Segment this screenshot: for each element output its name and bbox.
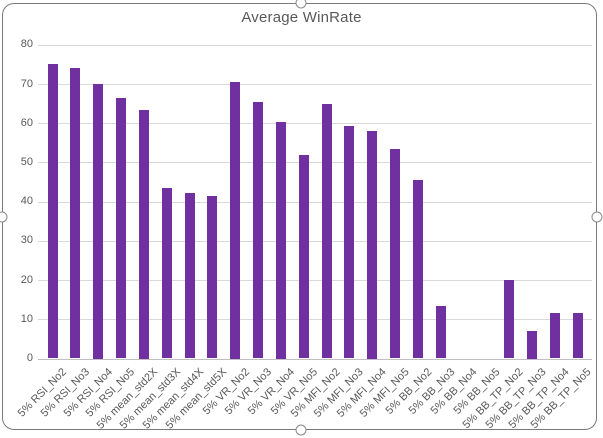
resize-handle-right[interactable] bbox=[591, 211, 603, 223]
bar[interactable] bbox=[572, 313, 583, 359]
y-tick-label: 60 bbox=[20, 116, 33, 129]
gridline-y-0 bbox=[38, 358, 592, 360]
bar[interactable] bbox=[161, 187, 172, 359]
y-tick-label: 20 bbox=[20, 273, 33, 286]
bar[interactable] bbox=[275, 122, 286, 359]
y-tick-label: 80 bbox=[20, 38, 33, 51]
y-tick-label: 0 bbox=[26, 352, 33, 364]
chart-title[interactable]: Average WinRate bbox=[241, 9, 362, 26]
bar[interactable] bbox=[184, 192, 195, 359]
bar[interactable] bbox=[435, 305, 446, 359]
bar[interactable] bbox=[207, 195, 218, 359]
gridline-y-80 bbox=[38, 44, 592, 46]
bar[interactable] bbox=[504, 280, 515, 359]
y-tick-label: 70 bbox=[20, 77, 33, 90]
resize-handle-top[interactable] bbox=[295, 0, 307, 9]
bar[interactable] bbox=[367, 131, 378, 359]
gridline-y-10 bbox=[38, 319, 592, 321]
bar[interactable] bbox=[138, 109, 149, 359]
gridline-y-30 bbox=[38, 240, 592, 242]
resize-handle-bottom[interactable] bbox=[295, 424, 307, 436]
bar[interactable] bbox=[116, 97, 126, 359]
bar[interactable] bbox=[298, 154, 309, 359]
gridline-y-20 bbox=[38, 280, 592, 282]
bar[interactable] bbox=[70, 68, 81, 359]
bar[interactable] bbox=[389, 148, 400, 359]
bar[interactable] bbox=[344, 125, 355, 359]
gridline-y-70 bbox=[38, 84, 592, 85]
y-tick-label: 50 bbox=[20, 155, 33, 168]
bar[interactable] bbox=[321, 103, 332, 359]
gridline-y-40 bbox=[38, 201, 592, 203]
y-tick-label: 30 bbox=[20, 234, 33, 247]
bar[interactable] bbox=[253, 101, 263, 359]
y-tick-label: 40 bbox=[20, 195, 33, 208]
bar[interactable] bbox=[93, 84, 104, 359]
bar[interactable] bbox=[549, 313, 560, 359]
gridline-y-60 bbox=[38, 123, 592, 125]
y-tick-label: 10 bbox=[20, 312, 33, 325]
bar[interactable] bbox=[230, 82, 241, 359]
bar[interactable] bbox=[47, 64, 58, 359]
resize-handle-left[interactable] bbox=[0, 211, 8, 223]
bar[interactable] bbox=[526, 331, 537, 359]
bar[interactable] bbox=[412, 180, 423, 359]
gridline-y-50 bbox=[38, 162, 592, 164]
